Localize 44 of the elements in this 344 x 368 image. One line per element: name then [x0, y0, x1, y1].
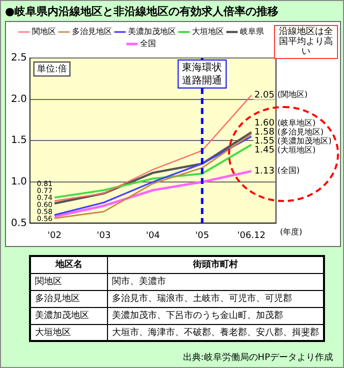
- text: 関市、美濃市: [108, 273, 324, 290]
- text: 多治見地区: [30, 290, 108, 307]
- y-tick-label: 2.5: [10, 52, 27, 64]
- legend-label: 関地区: [32, 27, 56, 36]
- text: (全国): [277, 166, 300, 176]
- y-tick-label: 0.5: [10, 218, 27, 229]
- x-tick-label: '04: [146, 230, 160, 241]
- y-tick-label: 2.0: [10, 94, 27, 105]
- legend-label: 多治見地区: [72, 27, 112, 36]
- text: 多治見市、瑞浪市、土岐市、可児市、可児郡: [108, 290, 324, 307]
- x-tick-label: '03: [96, 230, 111, 241]
- source-note: 出典:岐阜労働局のHPデータより作成: [182, 352, 333, 364]
- legend-label: 美濃加茂地区: [128, 27, 176, 36]
- x-axis-title: (年度): [280, 227, 302, 236]
- data-label: 1.55: [254, 136, 274, 147]
- y-tick-label: 1.5: [10, 135, 27, 146]
- text: 美濃加茂地区: [30, 307, 108, 324]
- ref-line-label: 東海環状道路開通: [182, 62, 222, 87]
- data-label: 1.58: [254, 128, 275, 138]
- text: 関地区: [30, 273, 108, 290]
- data-label: 1.13: [254, 166, 274, 177]
- data-label: 1.60: [254, 118, 275, 129]
- text: (美濃加茂地区): [277, 136, 332, 146]
- x-tick-label: '05: [195, 230, 210, 241]
- text: 大垣市、海津市、不破郡、養老郡、安八郡、揖斐郡: [108, 324, 324, 341]
- annotation: 単位:倍: [36, 63, 67, 74]
- text: (大垣地区): [277, 145, 316, 154]
- text: 沿線地区は全国平均より高い: [274, 25, 338, 59]
- text: 地区名: [30, 256, 108, 273]
- text: (多治見地区): [277, 127, 324, 136]
- chart-title: ●岐阜県内沿線地区と非沿線地区の有効求人倍率の推移: [5, 4, 279, 19]
- data-label: 1.45: [254, 146, 274, 156]
- text: (岐阜地区): [277, 118, 316, 128]
- text: 大垣地区: [30, 324, 108, 341]
- data-label: 2.05: [254, 90, 274, 101]
- text: 街頭市町村: [108, 256, 324, 273]
- y-tick-label: 1.0: [10, 176, 27, 188]
- x-tick-label: '06.12: [237, 230, 266, 241]
- x-tick-label: '02: [48, 230, 62, 241]
- text: (関地区): [277, 90, 308, 100]
- legend-label: 全国: [140, 39, 156, 48]
- legend-label: 大垣地区: [192, 27, 224, 36]
- legend-label: 岐阜県: [240, 27, 264, 36]
- text: 美濃加茂市、下呂市のうち金山町、加茂郡: [108, 307, 324, 324]
